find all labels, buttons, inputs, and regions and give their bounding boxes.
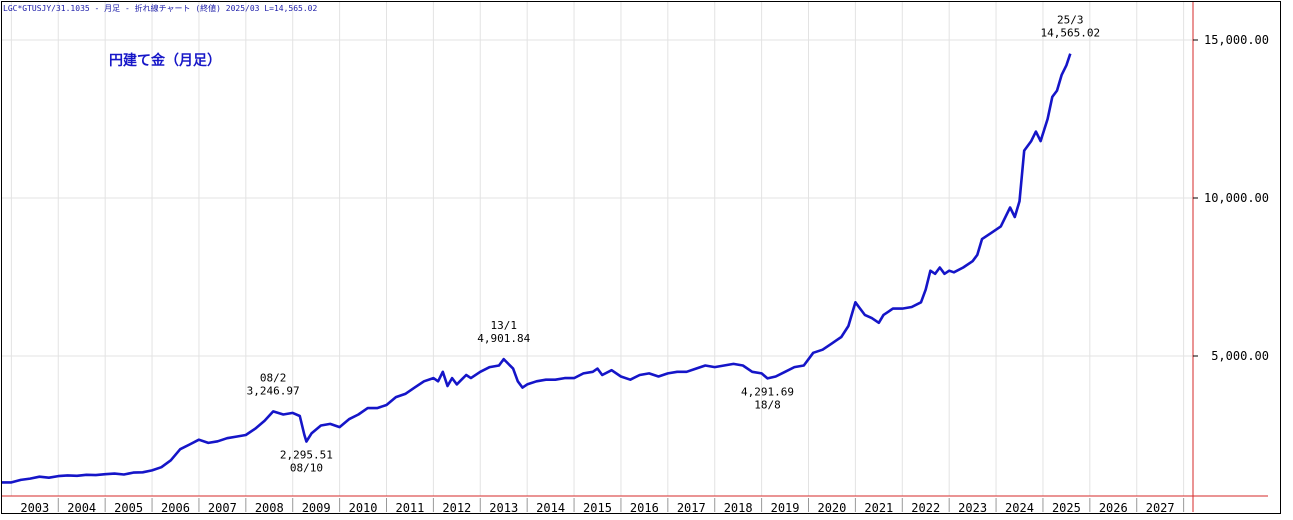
y-tick-label: 15,000.00 bbox=[1204, 33, 1269, 47]
annotation-label: 08/2 bbox=[260, 371, 287, 384]
x-tick-label: 2012 bbox=[442, 501, 471, 515]
x-tick-label: 2026 bbox=[1099, 501, 1128, 515]
x-tick-label: 2016 bbox=[630, 501, 659, 515]
y-tick-label: 5,000.00 bbox=[1211, 349, 1269, 363]
x-tick-label: 2019 bbox=[771, 501, 800, 515]
x-tick-label: 2025 bbox=[1052, 501, 1081, 515]
annotation-label: 2,295.51 bbox=[280, 448, 333, 461]
chart-title: 円建て金（月足） bbox=[109, 53, 221, 69]
x-tick-label: 2004 bbox=[67, 501, 96, 515]
x-tick-label: 2005 bbox=[114, 501, 143, 515]
annotation-label: 3,246.97 bbox=[247, 384, 300, 397]
x-tick-label: 2021 bbox=[864, 501, 893, 515]
x-tick-label: 2003 bbox=[20, 501, 49, 515]
axis-labels: 2003 2004 2005 2006 2007 2008 2009 2010 2011 2012… bbox=[20, 33, 1269, 515]
x-tick-label: 2014 bbox=[536, 501, 565, 515]
price-series bbox=[2, 53, 1072, 484]
series-line bbox=[2, 53, 1072, 484]
annotation-label: 25/3 bbox=[1057, 14, 1084, 27]
axes bbox=[2, 2, 1268, 512]
x-tick-label: 2015 bbox=[583, 501, 612, 515]
annotation-label: 4,901.84 bbox=[477, 332, 530, 345]
x-tick-label: 2011 bbox=[395, 501, 424, 515]
annotation-label: 08/10 bbox=[290, 461, 323, 474]
x-tick-label: 2008 bbox=[255, 501, 284, 515]
chart-header: LGC*GTUSJY/31.1035 - 月足 - 折れ線チャート (終値) 2… bbox=[3, 4, 318, 13]
x-tick-label: 2009 bbox=[302, 501, 331, 515]
chart-frame bbox=[1, 1, 1281, 514]
annotation-label: 4,291.69 bbox=[741, 385, 794, 398]
x-tick-label: 2006 bbox=[161, 501, 190, 515]
y-tick-label: 10,000.00 bbox=[1204, 191, 1269, 205]
x-tick-label: 2013 bbox=[489, 501, 518, 515]
x-tick-label: 2018 bbox=[724, 501, 753, 515]
grid-lines bbox=[2, 2, 1193, 496]
x-tick-label: 2010 bbox=[349, 501, 378, 515]
x-tick-label: 2027 bbox=[1146, 501, 1175, 515]
x-tick-label: 2007 bbox=[208, 501, 237, 515]
x-tick-label: 2017 bbox=[677, 501, 706, 515]
annotation-label: 13/1 bbox=[490, 319, 517, 332]
x-tick-label: 2023 bbox=[958, 501, 987, 515]
annotation-label: 14,565.02 bbox=[1040, 27, 1100, 40]
x-tick-label: 2020 bbox=[817, 501, 846, 515]
x-tick-label: 2022 bbox=[911, 501, 940, 515]
annotation-label: 18/8 bbox=[754, 398, 781, 411]
x-tick-label: 2024 bbox=[1005, 501, 1034, 515]
